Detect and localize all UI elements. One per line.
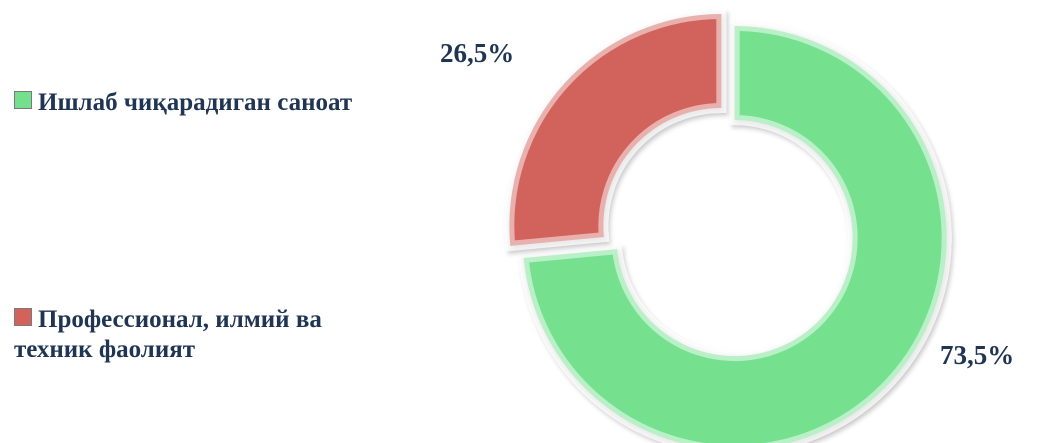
legend-swatch — [14, 91, 32, 109]
value-label: 26,5% — [440, 38, 515, 68]
donut-slice — [504, 8, 727, 252]
legend-swatch — [14, 308, 32, 326]
value-label: 73,5% — [940, 340, 1015, 370]
legend-item: Ишлаб чиқарадиган саноат — [14, 88, 354, 118]
legend-label: Профессионал, илмий ва техник фаолият — [14, 306, 322, 363]
legend-item: Профессионал, илмий ва техник фаолият — [14, 305, 354, 365]
donut-slice — [518, 21, 952, 443]
legend-label: Ишлаб чиқарадиган саноат — [38, 89, 353, 116]
